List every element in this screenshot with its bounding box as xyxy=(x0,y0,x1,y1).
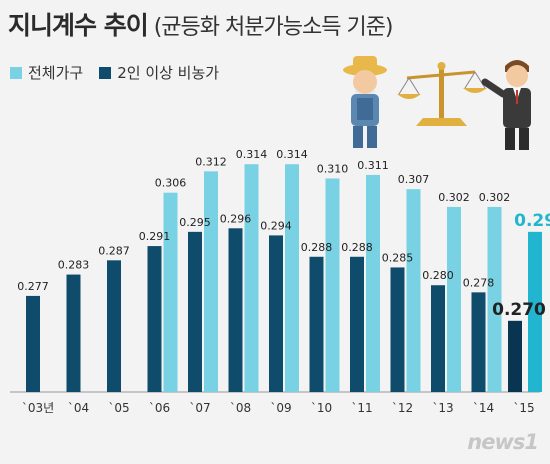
x-tick-label: `07 xyxy=(189,401,210,415)
data-label-nonfarm: 0.296 xyxy=(220,212,252,225)
legend-item-nonfarm: 2인 이상 비농가 xyxy=(99,62,219,83)
data-label-nonfarm: 0.287 xyxy=(98,244,130,257)
bar-nonfarm xyxy=(508,320,522,392)
data-label-all-households: 0.310 xyxy=(317,162,349,175)
legend-swatch-all-households xyxy=(10,66,22,79)
bar-all-households xyxy=(325,178,340,392)
x-tick-label: `12 xyxy=(392,401,413,415)
data-label-nonfarm: 0.295 xyxy=(179,216,211,229)
bar-all-households xyxy=(285,164,299,392)
illustration xyxy=(343,56,531,150)
data-label-all-households: 0.314 xyxy=(236,148,268,161)
bar-nonfarm xyxy=(309,256,324,392)
data-label-all-households: 0.311 xyxy=(357,159,389,172)
balance-scale-icon xyxy=(397,62,487,126)
data-label-all-households: 0.306 xyxy=(155,177,187,190)
bar-nonfarm xyxy=(431,285,445,392)
x-tick-label: `04 xyxy=(68,401,89,415)
bar-nonfarm xyxy=(471,292,486,392)
chart-title: 지니계수 추이 (균등화 처분가능소득 기준) xyxy=(8,6,394,42)
x-tick-label: `13 xyxy=(432,401,453,415)
bar-nonfarm xyxy=(228,228,243,392)
x-tick-label: `06 xyxy=(149,401,170,415)
x-tick-label: `05 xyxy=(108,401,129,415)
x-tick-label: `10 xyxy=(311,401,332,415)
title-main: 지니계수 추이 xyxy=(8,11,149,40)
bar-all-households xyxy=(528,231,542,392)
x-tick-label: `08 xyxy=(230,401,251,415)
data-label-nonfarm: 0.270 xyxy=(492,300,546,320)
data-label-all-households: 0.307 xyxy=(398,173,430,186)
bar-all-households xyxy=(244,164,259,392)
data-label-nonfarm: 0.294 xyxy=(260,219,292,232)
data-label-nonfarm: 0.285 xyxy=(382,251,414,264)
legend-label-all-households: 전체가구 xyxy=(28,64,84,82)
data-label-nonfarm: 0.280 xyxy=(422,269,454,282)
legend: 전체가구 2인 이상 비농가 xyxy=(10,62,229,83)
news1-logo: news1 xyxy=(467,430,539,454)
legend-item-all-households: 전체가구 xyxy=(10,62,83,83)
businessman-icon xyxy=(481,60,531,150)
bar-all-households xyxy=(487,206,502,392)
data-label-all-households: 0.295 xyxy=(514,211,550,231)
bar-all-households xyxy=(163,192,178,392)
bar-all-households xyxy=(447,206,461,392)
data-label-nonfarm: 0.278 xyxy=(463,276,495,289)
data-label-nonfarm: 0.288 xyxy=(341,241,373,254)
bar-nonfarm xyxy=(66,274,81,392)
bar-nonfarm xyxy=(390,267,405,392)
bar-nonfarm xyxy=(188,231,202,392)
title-subtitle: (균등화 처분가능소득 기준) xyxy=(153,15,394,40)
data-label-nonfarm: 0.291 xyxy=(139,230,171,243)
bar-nonfarm xyxy=(269,235,283,392)
legend-swatch-nonfarm xyxy=(99,66,112,79)
x-tick-label: `15 xyxy=(513,401,534,415)
x-tick-label: `09 xyxy=(270,401,291,415)
data-label-all-households: 0.312 xyxy=(195,155,227,168)
farmer-icon xyxy=(343,56,387,148)
x-tick-label: `03년 xyxy=(22,401,54,415)
x-tick-label: `11 xyxy=(351,401,372,415)
bar-nonfarm xyxy=(107,260,121,392)
bar-all-households xyxy=(406,189,421,392)
data-label-all-households: 0.314 xyxy=(276,148,308,161)
bar-nonfarm xyxy=(147,246,162,392)
data-label-nonfarm: 0.283 xyxy=(58,259,90,272)
legend-label-nonfarm: 2인 이상 비농가 xyxy=(117,64,220,82)
x-tick-label: `14 xyxy=(473,401,494,415)
bar-all-households xyxy=(366,174,380,392)
data-label-all-households: 0.302 xyxy=(438,191,470,204)
data-label-nonfarm: 0.277 xyxy=(17,280,49,293)
bar-nonfarm xyxy=(350,256,364,392)
bar-all-households xyxy=(204,171,218,392)
data-label-all-households: 0.302 xyxy=(479,191,511,204)
bar-nonfarm xyxy=(26,295,40,392)
data-label-nonfarm: 0.288 xyxy=(301,241,333,254)
